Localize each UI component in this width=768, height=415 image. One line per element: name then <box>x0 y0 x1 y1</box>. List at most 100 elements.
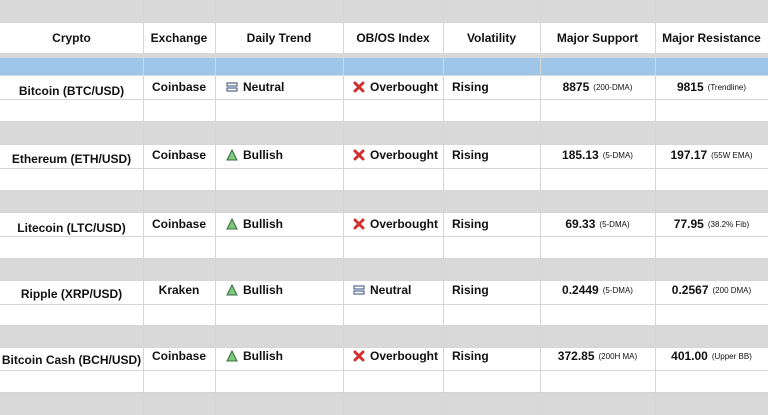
row-line <box>0 304 768 305</box>
status-icon <box>353 149 365 161</box>
row-line <box>0 280 768 281</box>
status-icon <box>226 149 238 161</box>
exchange-name: Coinbase <box>151 148 206 162</box>
resistance-cell: 197.17 (55W EMA) <box>655 147 768 163</box>
index-cell: Overbought <box>353 348 438 364</box>
resistance-note: (200 DMA) <box>712 285 752 295</box>
status-icon <box>226 82 238 92</box>
crypto-cell: Litecoin (LTC/USD) <box>0 220 143 236</box>
exchange-name: Kraken <box>158 283 200 297</box>
volatility-cell: Rising <box>452 282 489 298</box>
resistance-value: 77.95 <box>673 217 704 231</box>
resistance-value: 197.17 <box>670 148 708 162</box>
resistance-cell: 401.00 (Upper BB) <box>655 348 768 364</box>
index-text: Overbought <box>370 80 438 94</box>
index-cell: Neutral <box>353 282 411 298</box>
trend-text: Bullish <box>243 349 284 363</box>
column-header: Daily Trend <box>215 30 343 46</box>
crypto-name: Litecoin (LTC/USD) <box>17 221 126 235</box>
row-line <box>0 168 768 169</box>
index-text: Overbought <box>370 349 438 363</box>
crypto-name: Bitcoin Cash (BCH/USD) <box>1 353 142 367</box>
status-icon <box>353 285 365 295</box>
header-text: Major Support <box>556 31 639 45</box>
index-cell: Overbought <box>353 147 438 163</box>
resistance-value: 401.00 <box>671 349 708 363</box>
row-line <box>0 57 768 58</box>
crypto-name: Bitcoin (BTC/USD) <box>18 84 125 98</box>
crypto-name: Ethereum (ETH/USD) <box>11 152 132 166</box>
row-line <box>0 212 768 213</box>
row-line <box>0 121 768 122</box>
resistance-value: 9815 <box>676 80 704 94</box>
index-cell: Overbought <box>353 79 438 95</box>
header-text: Volatility <box>466 31 517 45</box>
row-line <box>0 75 768 76</box>
column-header: Exchange <box>143 30 215 46</box>
status-icon <box>353 218 365 230</box>
support-note: (5-DMA) <box>602 150 633 160</box>
trend-cell: Neutral <box>226 79 284 95</box>
trend-text: Bullish <box>243 217 284 231</box>
resistance-cell: 77.95 (38.2% Fib) <box>655 216 768 232</box>
volatility-text: Rising <box>452 80 489 94</box>
trend-text: Bullish <box>243 283 284 297</box>
status-icon <box>226 218 238 230</box>
trend-cell: Bullish <box>226 348 283 364</box>
column-header: Major Resistance <box>655 30 768 46</box>
row-line <box>0 325 768 326</box>
exchange-cell: Coinbase <box>143 79 215 95</box>
resistance-cell: 0.2567 (200 DMA) <box>655 282 768 298</box>
support-value: 372.85 <box>557 349 595 363</box>
gray-band <box>0 392 768 415</box>
support-cell: 0.2449 (5-DMA) <box>540 282 655 298</box>
header-text: Exchange <box>150 31 208 45</box>
volatility-cell: Rising <box>452 79 489 95</box>
gray-band <box>0 258 768 280</box>
status-icon <box>353 350 365 362</box>
support-value: 69.33 <box>565 217 596 231</box>
row-line <box>0 392 768 393</box>
volatility-cell: Rising <box>452 348 489 364</box>
volatility-text: Rising <box>452 148 489 162</box>
row-line <box>0 144 768 145</box>
row-line <box>0 99 768 100</box>
status-icon <box>226 284 238 296</box>
status-icon <box>353 81 365 93</box>
row-line <box>0 53 768 54</box>
highlight-band <box>0 57 768 75</box>
index-text: Overbought <box>370 148 438 162</box>
column-line <box>143 0 144 415</box>
gray-band <box>0 0 768 22</box>
row-line <box>0 190 768 191</box>
exchange-cell: Coinbase <box>143 216 215 232</box>
support-note: (200-DMA) <box>593 82 633 92</box>
support-cell: 185.13 (5-DMA) <box>540 147 655 163</box>
gray-band <box>0 53 768 57</box>
support-note: (5-DMA) <box>602 285 633 295</box>
column-header: Volatility <box>443 30 540 46</box>
crypto-cell: Bitcoin (BTC/USD) <box>0 83 143 99</box>
header-text: Daily Trend <box>246 31 312 45</box>
resistance-value: 0.2567 <box>671 283 709 297</box>
status-icon <box>226 350 238 362</box>
exchange-cell: Coinbase <box>143 348 215 364</box>
header-text: Major Resistance <box>662 31 761 45</box>
trend-cell: Bullish <box>226 216 283 232</box>
trend-text: Neutral <box>243 80 285 94</box>
gray-band <box>0 121 768 144</box>
support-value: 185.13 <box>562 148 599 162</box>
column-header: Major Support <box>540 30 655 46</box>
column-header: Crypto <box>0 30 143 46</box>
header-text: Crypto <box>52 31 91 45</box>
support-value: 8875 <box>562 80 590 94</box>
index-cell: Overbought <box>353 216 438 232</box>
support-note: (5-DMA) <box>599 219 630 229</box>
support-cell: 8875 (200-DMA) <box>540 79 655 95</box>
support-note: (200H MA) <box>598 351 638 361</box>
header-text: OB/OS Index <box>356 31 430 45</box>
exchange-cell: Kraken <box>143 282 215 298</box>
resistance-cell: 9815 (Trendline) <box>655 79 768 95</box>
trend-cell: Bullish <box>226 282 283 298</box>
